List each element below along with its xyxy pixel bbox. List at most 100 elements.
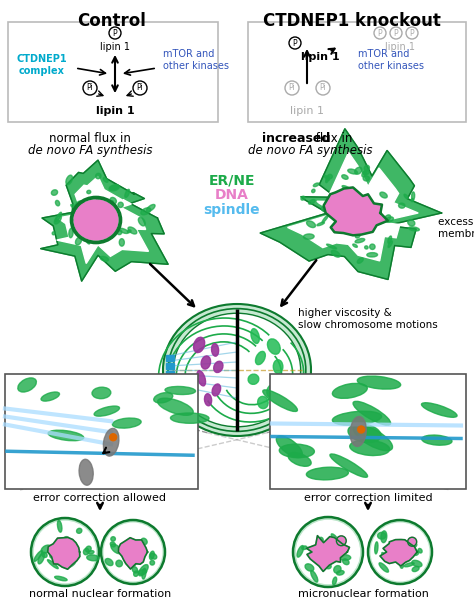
Ellipse shape <box>401 549 404 553</box>
Circle shape <box>368 520 432 584</box>
Ellipse shape <box>111 537 115 541</box>
Ellipse shape <box>334 565 341 573</box>
Ellipse shape <box>328 174 332 179</box>
Text: de novo FA synthesis: de novo FA synthesis <box>248 144 372 157</box>
Ellipse shape <box>408 220 415 226</box>
Circle shape <box>35 521 96 583</box>
Text: de novo FA synthesis: de novo FA synthesis <box>28 144 152 157</box>
Ellipse shape <box>381 531 387 543</box>
Ellipse shape <box>110 198 117 204</box>
Ellipse shape <box>201 356 210 369</box>
Ellipse shape <box>412 550 419 555</box>
Ellipse shape <box>408 542 417 548</box>
Ellipse shape <box>258 397 268 409</box>
Text: lipin 1: lipin 1 <box>301 52 340 62</box>
Ellipse shape <box>357 214 362 220</box>
Ellipse shape <box>322 215 328 223</box>
Ellipse shape <box>117 230 122 235</box>
Ellipse shape <box>353 401 391 425</box>
Ellipse shape <box>276 436 302 458</box>
Ellipse shape <box>279 444 314 458</box>
Ellipse shape <box>343 208 346 213</box>
Text: Pi: Pi <box>137 83 143 92</box>
Ellipse shape <box>359 215 366 221</box>
Ellipse shape <box>363 176 369 181</box>
Ellipse shape <box>38 553 45 564</box>
Ellipse shape <box>330 454 367 477</box>
Ellipse shape <box>384 215 391 222</box>
Ellipse shape <box>312 552 319 556</box>
Ellipse shape <box>338 555 351 560</box>
Polygon shape <box>288 152 418 261</box>
Ellipse shape <box>174 314 300 426</box>
Ellipse shape <box>61 555 70 564</box>
Ellipse shape <box>267 385 277 398</box>
Ellipse shape <box>119 238 124 246</box>
Text: micronuclear formation: micronuclear formation <box>298 589 428 599</box>
Ellipse shape <box>342 186 350 190</box>
Ellipse shape <box>355 167 362 174</box>
Text: CTDNEP1
complex: CTDNEP1 complex <box>17 54 67 76</box>
Ellipse shape <box>332 383 367 398</box>
Circle shape <box>109 434 117 441</box>
Bar <box>248 22 466 122</box>
Text: mTOR and
other kinases: mTOR and other kinases <box>358 49 424 71</box>
Ellipse shape <box>357 258 363 264</box>
Ellipse shape <box>92 387 111 399</box>
Circle shape <box>371 523 429 581</box>
Ellipse shape <box>342 175 348 179</box>
Ellipse shape <box>55 212 62 222</box>
Ellipse shape <box>111 544 121 553</box>
Text: P: P <box>410 29 414 38</box>
Ellipse shape <box>52 232 55 235</box>
Ellipse shape <box>127 547 135 554</box>
Ellipse shape <box>74 200 118 240</box>
Ellipse shape <box>306 467 348 480</box>
Ellipse shape <box>132 567 137 573</box>
Ellipse shape <box>326 564 331 569</box>
Text: excess ER
membranes: excess ER membranes <box>438 217 474 239</box>
Ellipse shape <box>64 559 76 568</box>
Ellipse shape <box>422 435 452 445</box>
Ellipse shape <box>74 218 82 222</box>
Ellipse shape <box>312 550 319 556</box>
Text: Pi: Pi <box>87 83 93 92</box>
Polygon shape <box>41 160 168 281</box>
Ellipse shape <box>34 550 43 561</box>
Ellipse shape <box>132 552 141 559</box>
Bar <box>166 363 174 369</box>
Circle shape <box>408 537 417 546</box>
Ellipse shape <box>42 552 47 558</box>
Ellipse shape <box>85 546 91 552</box>
Ellipse shape <box>193 337 205 353</box>
Ellipse shape <box>388 236 392 243</box>
Ellipse shape <box>94 406 119 416</box>
Circle shape <box>104 523 162 581</box>
Ellipse shape <box>142 568 146 579</box>
Ellipse shape <box>110 219 115 223</box>
Ellipse shape <box>379 563 389 572</box>
Ellipse shape <box>79 459 93 485</box>
Ellipse shape <box>348 169 357 174</box>
Ellipse shape <box>404 562 414 567</box>
Ellipse shape <box>353 425 392 450</box>
Ellipse shape <box>319 537 323 542</box>
Text: DNA: DNA <box>215 188 249 202</box>
Ellipse shape <box>370 244 375 249</box>
Circle shape <box>31 518 99 586</box>
Ellipse shape <box>331 250 340 257</box>
Ellipse shape <box>355 238 365 243</box>
Ellipse shape <box>128 227 137 234</box>
Ellipse shape <box>55 201 60 206</box>
Text: P: P <box>113 29 117 38</box>
Bar <box>166 371 174 377</box>
Ellipse shape <box>204 394 212 406</box>
Circle shape <box>337 536 346 546</box>
Text: mTOR and
other kinases: mTOR and other kinases <box>163 49 229 71</box>
Ellipse shape <box>110 542 115 547</box>
Ellipse shape <box>312 189 315 193</box>
Ellipse shape <box>321 207 328 212</box>
Ellipse shape <box>350 416 366 446</box>
Ellipse shape <box>412 567 419 571</box>
Ellipse shape <box>96 173 101 179</box>
